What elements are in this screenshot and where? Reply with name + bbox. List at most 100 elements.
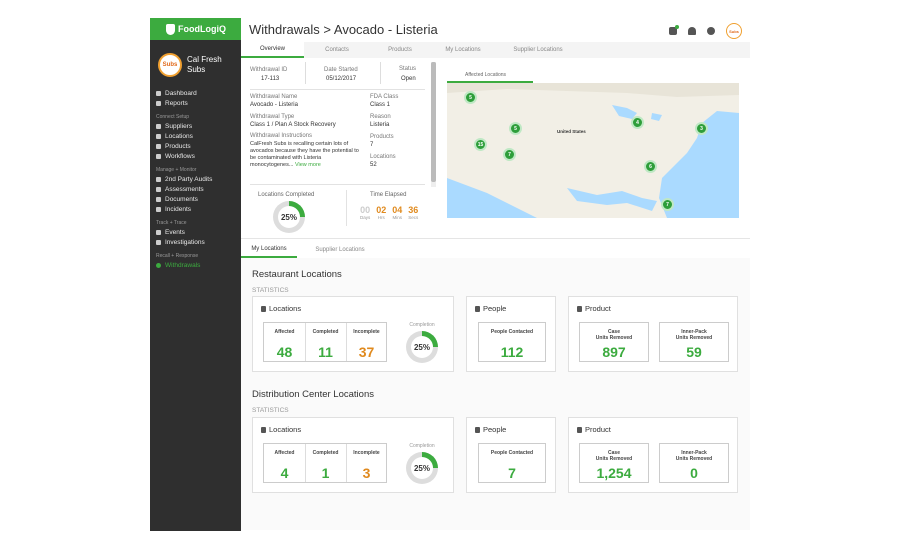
nav-label: Suppliers [165, 122, 193, 130]
elapsed-hours-value: 02 [376, 205, 387, 215]
card-title: Locations [261, 425, 301, 434]
elapsed-days-label: Days [360, 215, 371, 220]
map-pin[interactable]: 15 [474, 138, 487, 151]
nav-item-reports[interactable]: Reports [150, 98, 241, 108]
withdrawal-type: Class 1 / Plan A Stock Recovery [250, 121, 336, 128]
nav-group-manage-monitor: Manage + Monitor [156, 167, 197, 173]
tab-overview[interactable]: Overview [241, 42, 304, 58]
nav-label: Products [165, 142, 191, 150]
map-pin[interactable]: 5 [464, 91, 477, 104]
user-name: Cal Fresh Subs [187, 55, 222, 75]
tab-supplier-locations[interactable]: Supplier Locations [513, 47, 563, 53]
restaurant-stats-label: STATISTICS [252, 287, 289, 294]
distribution-section-title: Distribution Center Locations [252, 389, 374, 400]
elapsed-hours: 02 Hrs [376, 205, 386, 220]
header-avatar[interactable]: Subs [726, 23, 742, 39]
box-icon [156, 143, 161, 149]
elapsed-minutes: 04 Mins [392, 205, 402, 220]
affected-stat: Affected 4 [264, 444, 305, 482]
box-icon [577, 426, 582, 433]
case-stat: Case Units Removed 897 [580, 323, 648, 361]
tab-affected-locations[interactable]: Affected Locations [447, 68, 533, 83]
app-logo[interactable]: FoodLogiQ [150, 18, 241, 40]
mail-icon[interactable] [669, 25, 679, 35]
people-contacted-value: 7 [508, 465, 516, 481]
scrollbar-thumb[interactable] [431, 62, 436, 182]
divider [346, 323, 347, 361]
map-pin[interactable]: 3 [695, 122, 708, 135]
search-icon [156, 239, 161, 245]
gear-icon[interactable] [707, 27, 715, 35]
tab-my-locations[interactable]: My Locations [445, 47, 481, 53]
details-scrollbar[interactable] [431, 62, 436, 187]
tab-my-locations-sub[interactable]: My Locations [241, 241, 297, 258]
tab-products[interactable]: Products [388, 47, 412, 53]
view-more-link[interactable]: View more [294, 161, 321, 168]
restaurant-locations-card: Locations Affected 48 Completed 11 Incompl… [252, 296, 454, 372]
map-pin[interactable]: 7 [503, 148, 516, 161]
nav-item-products[interactable]: Products [150, 141, 241, 151]
affected-label: Affected [274, 450, 295, 456]
divider [346, 444, 347, 482]
nav-item-audits[interactable]: 2nd Party Audits [150, 174, 241, 184]
withdrawal-left-column: Withdrawal Name Avocado - Listeria Withd… [250, 94, 362, 169]
map-pin[interactable]: 5 [509, 122, 522, 135]
affected-locations-map-panel: Affected Locations United States 5 5 15 … [447, 68, 739, 218]
user-name-line1: Cal Fresh [187, 55, 222, 64]
pacific-shape [447, 178, 537, 218]
nav-item-withdrawals[interactable]: Withdrawals [150, 260, 241, 270]
map-pin[interactable]: 6 [644, 160, 657, 173]
nav-label: Events [165, 228, 185, 236]
locations-completed-donut: 25% [273, 201, 305, 233]
inner-pack-label-line1: Inner-Pack [681, 329, 707, 335]
great-lakes-shape [612, 105, 637, 119]
section-divider [241, 238, 750, 239]
notification-dot [675, 25, 679, 29]
fda-class: Class 1 [370, 101, 391, 108]
completed-value: 11 [318, 344, 333, 360]
case-label-line2: Units Removed [595, 456, 633, 462]
avatar: Subs [158, 53, 182, 77]
bell-icon[interactable] [688, 27, 696, 35]
map-pin-icon [261, 305, 266, 312]
elapsed-days: 00 Days [360, 205, 370, 220]
locations-completed-label: Locations Completed [258, 192, 315, 198]
case-label-line2: Units Removed [595, 335, 633, 341]
tab-supplier-locations-sub[interactable]: Supplier Locations [315, 246, 365, 253]
document-icon [156, 196, 161, 202]
affected-locations-map[interactable]: United States 5 5 15 7 4 3 6 7 [447, 83, 739, 218]
incomplete-label: Incomplete [353, 329, 380, 335]
completed-percentage: 25% [278, 206, 300, 228]
inner-pack-label: Inner-Pack Units Removed [660, 450, 728, 462]
nav-item-events[interactable]: Events [150, 227, 241, 237]
card-title: Locations [261, 304, 301, 313]
nav-item-documents[interactable]: Documents [150, 194, 241, 204]
nav-item-suppliers[interactable]: Suppliers [150, 121, 241, 131]
person-icon [475, 426, 480, 433]
distribution-people-card: People People Contacted 7 [466, 417, 556, 493]
card-title-text: Product [585, 425, 611, 434]
nav-item-investigations[interactable]: Investigations [150, 237, 241, 247]
land-shape [447, 83, 739, 218]
completion-donut: 25% [406, 452, 438, 484]
case-value: 897 [602, 344, 626, 360]
card-title: Product [577, 425, 611, 434]
incomplete-label: Incomplete [353, 450, 380, 456]
map-pin[interactable]: 4 [631, 116, 644, 129]
time-elapsed-label: Time Elapsed [370, 192, 407, 198]
completion-label: Completion [409, 443, 435, 449]
completed-label: Completed [312, 329, 339, 335]
case-label-line1: Case [608, 329, 620, 335]
locations-count: 52 [370, 161, 377, 168]
nav-item-incidents[interactable]: Incidents [150, 204, 241, 214]
nav-item-locations[interactable]: Locations [150, 131, 241, 141]
tab-contacts[interactable]: Contacts [325, 47, 349, 53]
nav-item-assessments[interactable]: Assessments [150, 184, 241, 194]
people-contacted-label: People Contacted [490, 329, 534, 335]
user-profile[interactable]: Subs Cal Fresh Subs [150, 40, 241, 88]
map-pin[interactable]: 7 [661, 198, 674, 211]
status-block: Status Open [399, 66, 416, 82]
nav-item-dashboard[interactable]: Dashboard [150, 88, 241, 98]
withdrawal-right-column: FDA Class Class 1 Reason Listeria Produc… [370, 94, 398, 169]
nav-item-workflows[interactable]: Workflows [150, 151, 241, 161]
